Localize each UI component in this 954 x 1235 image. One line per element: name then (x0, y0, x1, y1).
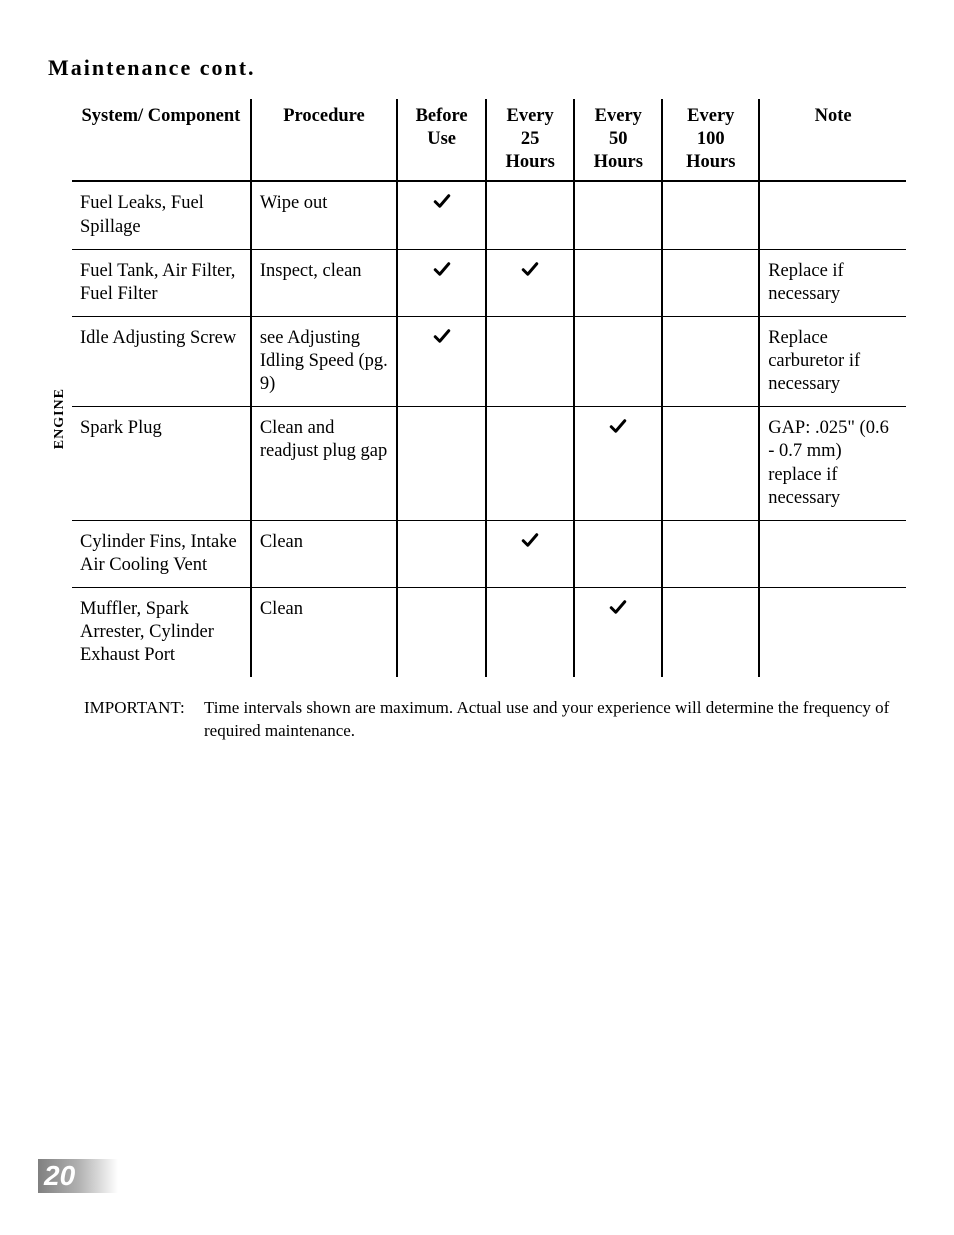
cell-h50 (574, 249, 662, 316)
cell-before (397, 588, 486, 678)
cell-h25 (486, 407, 574, 521)
cell-system: Muffler, Spark Arrester, Cylinder Exhaus… (72, 588, 251, 678)
cell-note (759, 520, 906, 587)
col-note: Note (759, 99, 906, 181)
cell-h100 (662, 588, 759, 678)
footnote: IMPORTANT: Time intervals shown are maxi… (84, 697, 906, 743)
cell-before (397, 520, 486, 587)
col-100h: Every 100Hours (662, 99, 759, 181)
cell-h50 (574, 181, 662, 249)
footnote-label: IMPORTANT: (84, 697, 204, 743)
cell-procedure: Clean (251, 520, 397, 587)
col-50h: Every 50Hours (574, 99, 662, 181)
cell-h25 (486, 316, 574, 406)
cell-system: Spark Plug (72, 407, 251, 521)
col-before: BeforeUse (397, 99, 486, 181)
cell-before (397, 407, 486, 521)
table-row: Fuel Tank, Air Filter, Fuel FilterInspec… (72, 249, 906, 316)
cell-h25 (486, 181, 574, 249)
cell-system: Fuel Leaks, Fuel Spillage (72, 181, 251, 249)
cell-h25 (486, 249, 574, 316)
cell-h25 (486, 588, 574, 678)
cell-note: Replace if necessary (759, 249, 906, 316)
cell-h50 (574, 316, 662, 406)
cell-note (759, 588, 906, 678)
side-label-engine: ENGINE (48, 388, 72, 449)
cell-note: Replace carburetor if necessary (759, 316, 906, 406)
cell-h100 (662, 316, 759, 406)
cell-before (397, 316, 486, 406)
cell-h25 (486, 520, 574, 587)
table-head: System/ Component Procedure BeforeUse Ev… (72, 99, 906, 181)
check-icon (433, 261, 451, 283)
check-icon (521, 261, 539, 283)
cell-h100 (662, 181, 759, 249)
cell-system: Idle Adjusting Screw (72, 316, 251, 406)
cell-procedure: see Adjusting Idling Speed (pg. 9) (251, 316, 397, 406)
cell-h50 (574, 520, 662, 587)
cell-h100 (662, 407, 759, 521)
table-header-row: System/ Component Procedure BeforeUse Ev… (72, 99, 906, 181)
page-number-box: 20 (38, 1159, 118, 1193)
footnote-text: Time intervals shown are maximum. Actual… (204, 697, 906, 743)
check-icon (433, 328, 451, 350)
cell-note: GAP: .025" (0.6 - 0.7 mm) replace if nec… (759, 407, 906, 521)
maintenance-table: System/ Component Procedure BeforeUse Ev… (72, 99, 906, 677)
cell-procedure: Inspect, clean (251, 249, 397, 316)
page: Maintenance cont. ENGINE System/ Compone… (0, 0, 954, 1235)
col-procedure: Procedure (251, 99, 397, 181)
page-number: 20 (44, 1159, 75, 1193)
cell-before (397, 249, 486, 316)
page-title: Maintenance cont. (48, 55, 906, 81)
check-icon (609, 599, 627, 621)
table-row: Spark PlugClean and readjust plug gap GAP… (72, 407, 906, 521)
col-25h: Every 25Hours (486, 99, 574, 181)
cell-procedure: Wipe out (251, 181, 397, 249)
cell-note (759, 181, 906, 249)
table-row: Idle Adjusting Screwsee Adjusting Idling… (72, 316, 906, 406)
cell-before (397, 181, 486, 249)
check-icon (433, 193, 451, 215)
table-row: Fuel Leaks, Fuel SpillageWipe out (72, 181, 906, 249)
cell-h100 (662, 249, 759, 316)
table-row: Cylinder Fins, Intake Air Cooling VentCl… (72, 520, 906, 587)
cell-h100 (662, 520, 759, 587)
cell-h50 (574, 588, 662, 678)
cell-h50 (574, 407, 662, 521)
table-body: Fuel Leaks, Fuel SpillageWipe outFuel Ta… (72, 181, 906, 677)
cell-procedure: Clean and readjust plug gap (251, 407, 397, 521)
cell-system: Cylinder Fins, Intake Air Cooling Vent (72, 520, 251, 587)
col-system: System/ Component (72, 99, 251, 181)
cell-procedure: Clean (251, 588, 397, 678)
check-icon (521, 532, 539, 554)
table-row: Muffler, Spark Arrester, Cylinder Exhaus… (72, 588, 906, 678)
check-icon (609, 418, 627, 440)
cell-system: Fuel Tank, Air Filter, Fuel Filter (72, 249, 251, 316)
table-wrap: ENGINE System/ Component Procedure Befor… (48, 99, 906, 677)
